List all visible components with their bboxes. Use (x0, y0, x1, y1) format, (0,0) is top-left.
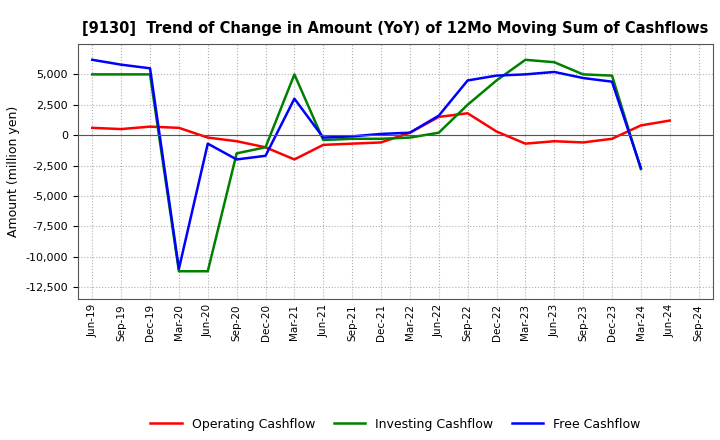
Investing Cashflow (405, 135, 414, 140)
Free Cashflow (434, 113, 443, 118)
Free Cashflow (492, 73, 501, 78)
Investing Cashflow (463, 102, 472, 107)
Free Cashflow (88, 57, 96, 62)
Investing Cashflow (608, 73, 616, 78)
Investing Cashflow (550, 59, 559, 65)
Investing Cashflow (319, 137, 328, 143)
Investing Cashflow (377, 136, 385, 141)
Operating Cashflow (434, 114, 443, 120)
Operating Cashflow (636, 123, 645, 128)
Operating Cashflow (492, 129, 501, 134)
Free Cashflow (377, 131, 385, 136)
Free Cashflow (521, 72, 530, 77)
Legend: Operating Cashflow, Investing Cashflow, Free Cashflow: Operating Cashflow, Investing Cashflow, … (145, 413, 646, 436)
Line: Investing Cashflow: Investing Cashflow (92, 60, 641, 271)
Operating Cashflow (377, 140, 385, 145)
Free Cashflow (290, 96, 299, 101)
Free Cashflow (579, 75, 588, 81)
Operating Cashflow (550, 139, 559, 144)
Operating Cashflow (405, 130, 414, 136)
Free Cashflow (174, 266, 183, 271)
Operating Cashflow (261, 145, 270, 150)
Investing Cashflow (521, 57, 530, 62)
Free Cashflow (261, 153, 270, 158)
Free Cashflow (608, 79, 616, 84)
Operating Cashflow (348, 141, 356, 146)
Operating Cashflow (665, 118, 674, 123)
Operating Cashflow (117, 126, 125, 132)
Operating Cashflow (608, 136, 616, 141)
Line: Free Cashflow: Free Cashflow (92, 60, 641, 269)
Investing Cashflow (233, 151, 241, 156)
Operating Cashflow (204, 135, 212, 140)
Investing Cashflow (117, 72, 125, 77)
Investing Cashflow (579, 72, 588, 77)
Operating Cashflow (463, 110, 472, 116)
Free Cashflow (145, 66, 154, 71)
Operating Cashflow (174, 125, 183, 131)
Free Cashflow (405, 130, 414, 136)
Y-axis label: Amount (million yen): Amount (million yen) (7, 106, 20, 237)
Investing Cashflow (174, 268, 183, 274)
Operating Cashflow (521, 141, 530, 146)
Operating Cashflow (145, 124, 154, 129)
Operating Cashflow (233, 139, 241, 144)
Free Cashflow (319, 135, 328, 140)
Investing Cashflow (290, 72, 299, 77)
Free Cashflow (117, 62, 125, 67)
Investing Cashflow (204, 268, 212, 274)
Operating Cashflow (290, 157, 299, 162)
Investing Cashflow (492, 78, 501, 83)
Investing Cashflow (434, 130, 443, 136)
Free Cashflow (550, 70, 559, 75)
Investing Cashflow (261, 145, 270, 150)
Free Cashflow (463, 78, 472, 83)
Operating Cashflow (88, 125, 96, 131)
Investing Cashflow (348, 136, 356, 141)
Investing Cashflow (636, 166, 645, 172)
Title: [9130]  Trend of Change in Amount (YoY) of 12Mo Moving Sum of Cashflows: [9130] Trend of Change in Amount (YoY) o… (82, 21, 708, 36)
Investing Cashflow (145, 72, 154, 77)
Operating Cashflow (319, 142, 328, 147)
Free Cashflow (233, 157, 241, 162)
Free Cashflow (636, 165, 645, 171)
Line: Operating Cashflow: Operating Cashflow (92, 113, 670, 159)
Free Cashflow (204, 141, 212, 146)
Free Cashflow (348, 134, 356, 139)
Investing Cashflow (88, 72, 96, 77)
Operating Cashflow (579, 140, 588, 145)
